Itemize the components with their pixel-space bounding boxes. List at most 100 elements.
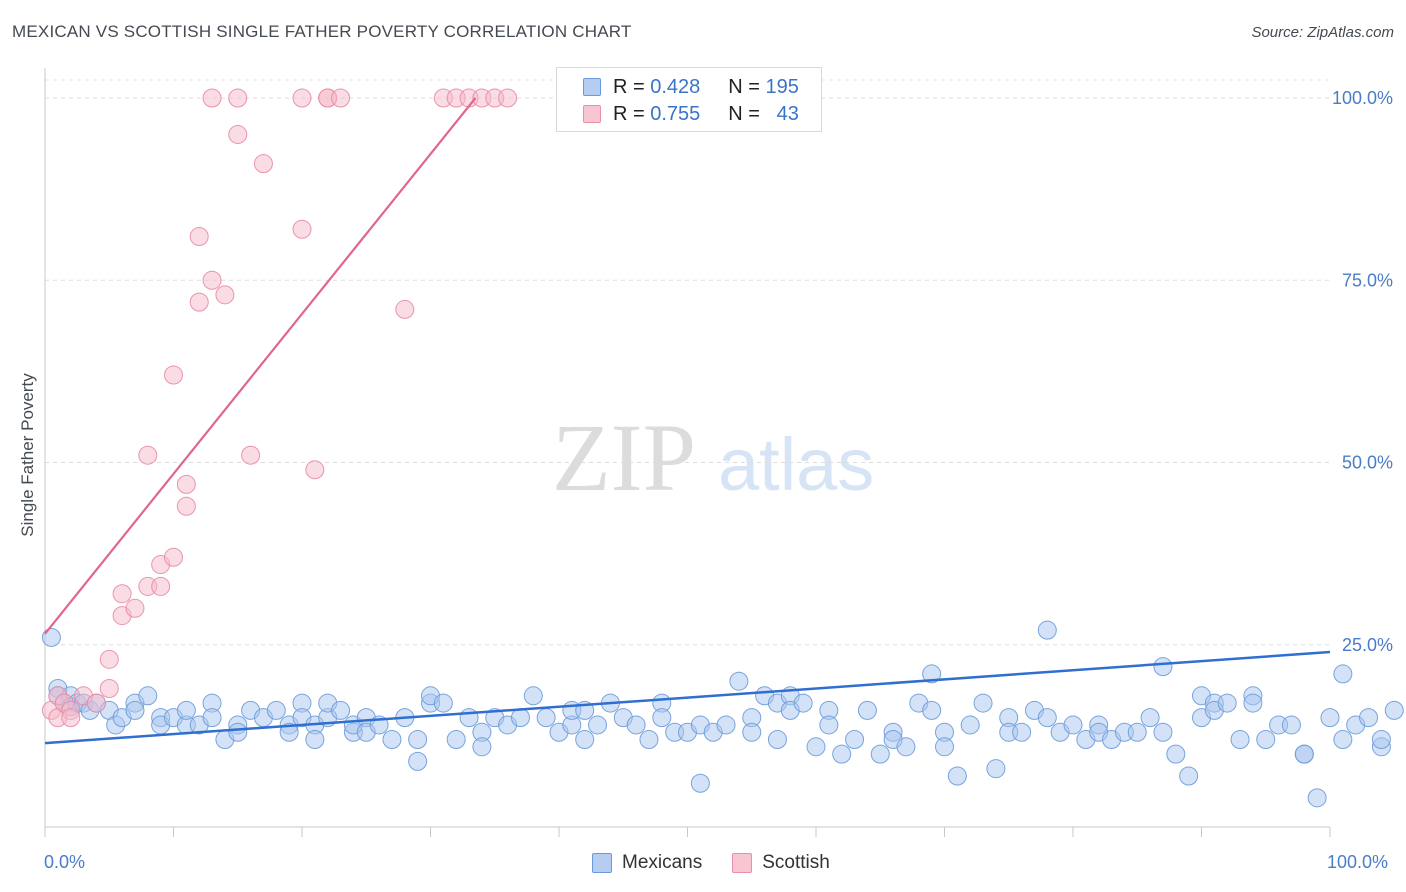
point-mexicans [266, 700, 286, 720]
point-mexicans [896, 737, 916, 757]
point-mexicans [279, 722, 299, 742]
x-tick-label-max: 100.0% [1327, 852, 1389, 872]
point-mexicans [845, 730, 865, 750]
point-mexicans [331, 700, 351, 720]
point-mexicans [176, 700, 196, 720]
point-mexicans [382, 730, 402, 750]
point-scottish [202, 88, 222, 108]
point-mexicans [1307, 788, 1327, 808]
point-scottish [176, 496, 196, 516]
point-mexicans [1140, 708, 1160, 728]
point-scottish [189, 292, 209, 312]
point-mexicans [138, 686, 158, 706]
point-mexicans [729, 671, 749, 691]
n-label: N = [728, 102, 760, 125]
point-mexicans [1333, 730, 1353, 750]
point-mexicans [819, 715, 839, 735]
point-mexicans [973, 693, 993, 713]
point-mexicans [1256, 730, 1276, 750]
point-scottish [331, 88, 351, 108]
legend-item-scottish[interactable]: Scottish [732, 852, 830, 874]
point-mexicans [1230, 730, 1250, 750]
correlation-legend: R = 0.428 N = 195 R = 0.755 N = 43 [556, 67, 822, 132]
point-scottish [202, 270, 222, 290]
legend-swatch-blue [583, 78, 601, 96]
point-mexicans [652, 708, 672, 728]
point-mexicans [1281, 715, 1301, 735]
legend-swatch-pink [732, 853, 753, 873]
legend-item-mexicans[interactable]: Mexicans [592, 852, 702, 874]
chart-title: MEXICAN VS SCOTTISH SINGLE FATHER POVERT… [12, 22, 632, 41]
point-mexicans [433, 693, 453, 713]
point-mexicans [806, 737, 826, 757]
point-scottish [292, 88, 312, 108]
point-mexicans [125, 700, 145, 720]
point-scottish [189, 227, 209, 247]
y-tick-label: 75.0% [1342, 270, 1393, 290]
point-scottish [112, 584, 132, 604]
point-scottish [86, 693, 106, 713]
legend-label-mexicans: Mexicans [622, 852, 703, 873]
x-tick-label-min: 0.0% [44, 852, 86, 872]
point-mexicans [690, 773, 710, 793]
point-scottish [305, 460, 325, 480]
trendline-scottish [44, 97, 477, 635]
point-mexicans [446, 730, 466, 750]
point-mexicans [1359, 708, 1379, 728]
series-legend: Mexicans Scottish [592, 852, 860, 874]
point-mexicans [793, 693, 813, 713]
point-scottish [241, 445, 261, 465]
point-mexicans [922, 664, 942, 684]
legend-row-mexicans: R = 0.428 N = 195 [583, 75, 799, 99]
point-scottish [215, 285, 235, 305]
point-mexicans [1371, 730, 1391, 750]
n-value-scottish: 43 [776, 102, 799, 125]
point-mexicans [41, 627, 61, 647]
point-mexicans [1179, 766, 1199, 786]
point-mexicans [523, 686, 543, 706]
point-mexicans [472, 737, 492, 757]
point-mexicans [510, 708, 530, 728]
point-scottish [99, 649, 119, 669]
point-scottish [176, 474, 196, 494]
point-mexicans [1333, 664, 1353, 684]
point-mexicans [408, 751, 428, 771]
point-mexicans [1166, 744, 1186, 764]
point-mexicans [202, 708, 222, 728]
point-scottish [164, 365, 183, 385]
r-label: R = [613, 102, 645, 125]
point-mexicans [1127, 722, 1147, 742]
point-mexicans [1384, 700, 1404, 720]
trendline-mexicans [44, 650, 1331, 745]
point-mexicans [742, 722, 762, 742]
watermark-zip: ZIP [552, 404, 696, 511]
legend-row-scottish: R = 0.755 N = 43 [583, 102, 799, 126]
source-label: Source: ZipAtlas.com [1251, 24, 1394, 41]
point-mexicans [1037, 620, 1057, 640]
point-scottish [292, 219, 312, 239]
point-scottish [395, 299, 415, 319]
legend-swatch-pink [583, 105, 601, 123]
point-mexicans [1243, 693, 1263, 713]
point-mexicans [575, 730, 595, 750]
point-mexicans [832, 744, 852, 764]
point-scottish [228, 88, 248, 108]
r-value-scottish: 0.755 [650, 102, 701, 125]
point-mexicans [626, 715, 646, 735]
point-scottish [253, 154, 273, 174]
point-mexicans [1063, 715, 1083, 735]
y-tick-label: 25.0% [1342, 635, 1393, 655]
point-mexicans [947, 766, 967, 786]
point-mexicans [305, 730, 325, 750]
point-mexicans [1320, 708, 1340, 728]
point-mexicans [536, 708, 556, 728]
point-mexicans [1294, 744, 1314, 764]
point-mexicans [986, 759, 1006, 779]
point-mexicans [639, 730, 659, 750]
point-scottish [228, 124, 248, 144]
point-scottish [125, 598, 145, 618]
point-mexicans [922, 700, 942, 720]
point-scottish [151, 576, 171, 596]
n-value-mexicans: 195 [765, 75, 799, 98]
